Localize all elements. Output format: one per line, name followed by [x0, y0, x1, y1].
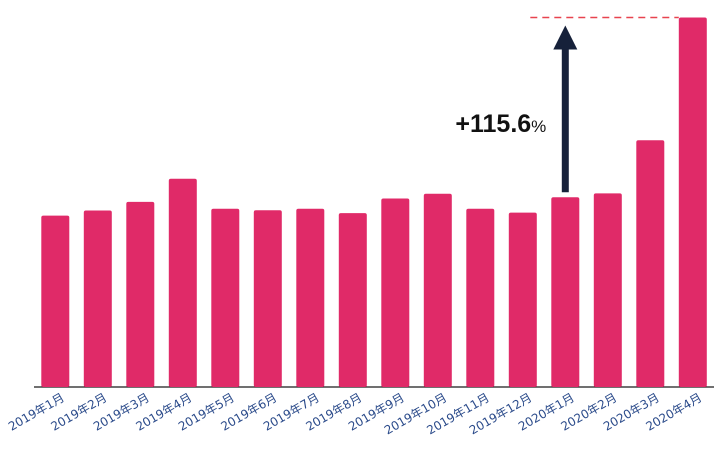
- growth-arrow-icon: [553, 25, 578, 50]
- bar-3: [126, 201, 155, 387]
- bar-15: [636, 140, 665, 387]
- bar-4: [168, 178, 197, 387]
- bar-6: [253, 210, 282, 387]
- bar-9: [381, 198, 410, 387]
- growth-percent-value: +115.6: [455, 110, 531, 138]
- bars-group: [41, 17, 707, 387]
- bar-10: [423, 193, 452, 387]
- growth-annotation: +115.6%: [455, 16, 679, 193]
- bar-1: [41, 215, 70, 387]
- bar-14: [593, 193, 622, 387]
- bar-7: [296, 208, 325, 387]
- bar-11: [466, 208, 495, 387]
- bar-8: [338, 213, 367, 387]
- tick-labels-group: 2019年1月2019年2月2019年3月2019年4月2019年5月2019年…: [6, 390, 704, 437]
- growth-percent-label: +115.6%: [455, 110, 546, 138]
- bar-12: [508, 212, 537, 387]
- bar-2: [83, 210, 112, 387]
- bar-16: [678, 17, 707, 387]
- bar-13: [551, 197, 580, 387]
- growth-percent-unit: %: [531, 117, 546, 136]
- bar-5: [211, 208, 240, 387]
